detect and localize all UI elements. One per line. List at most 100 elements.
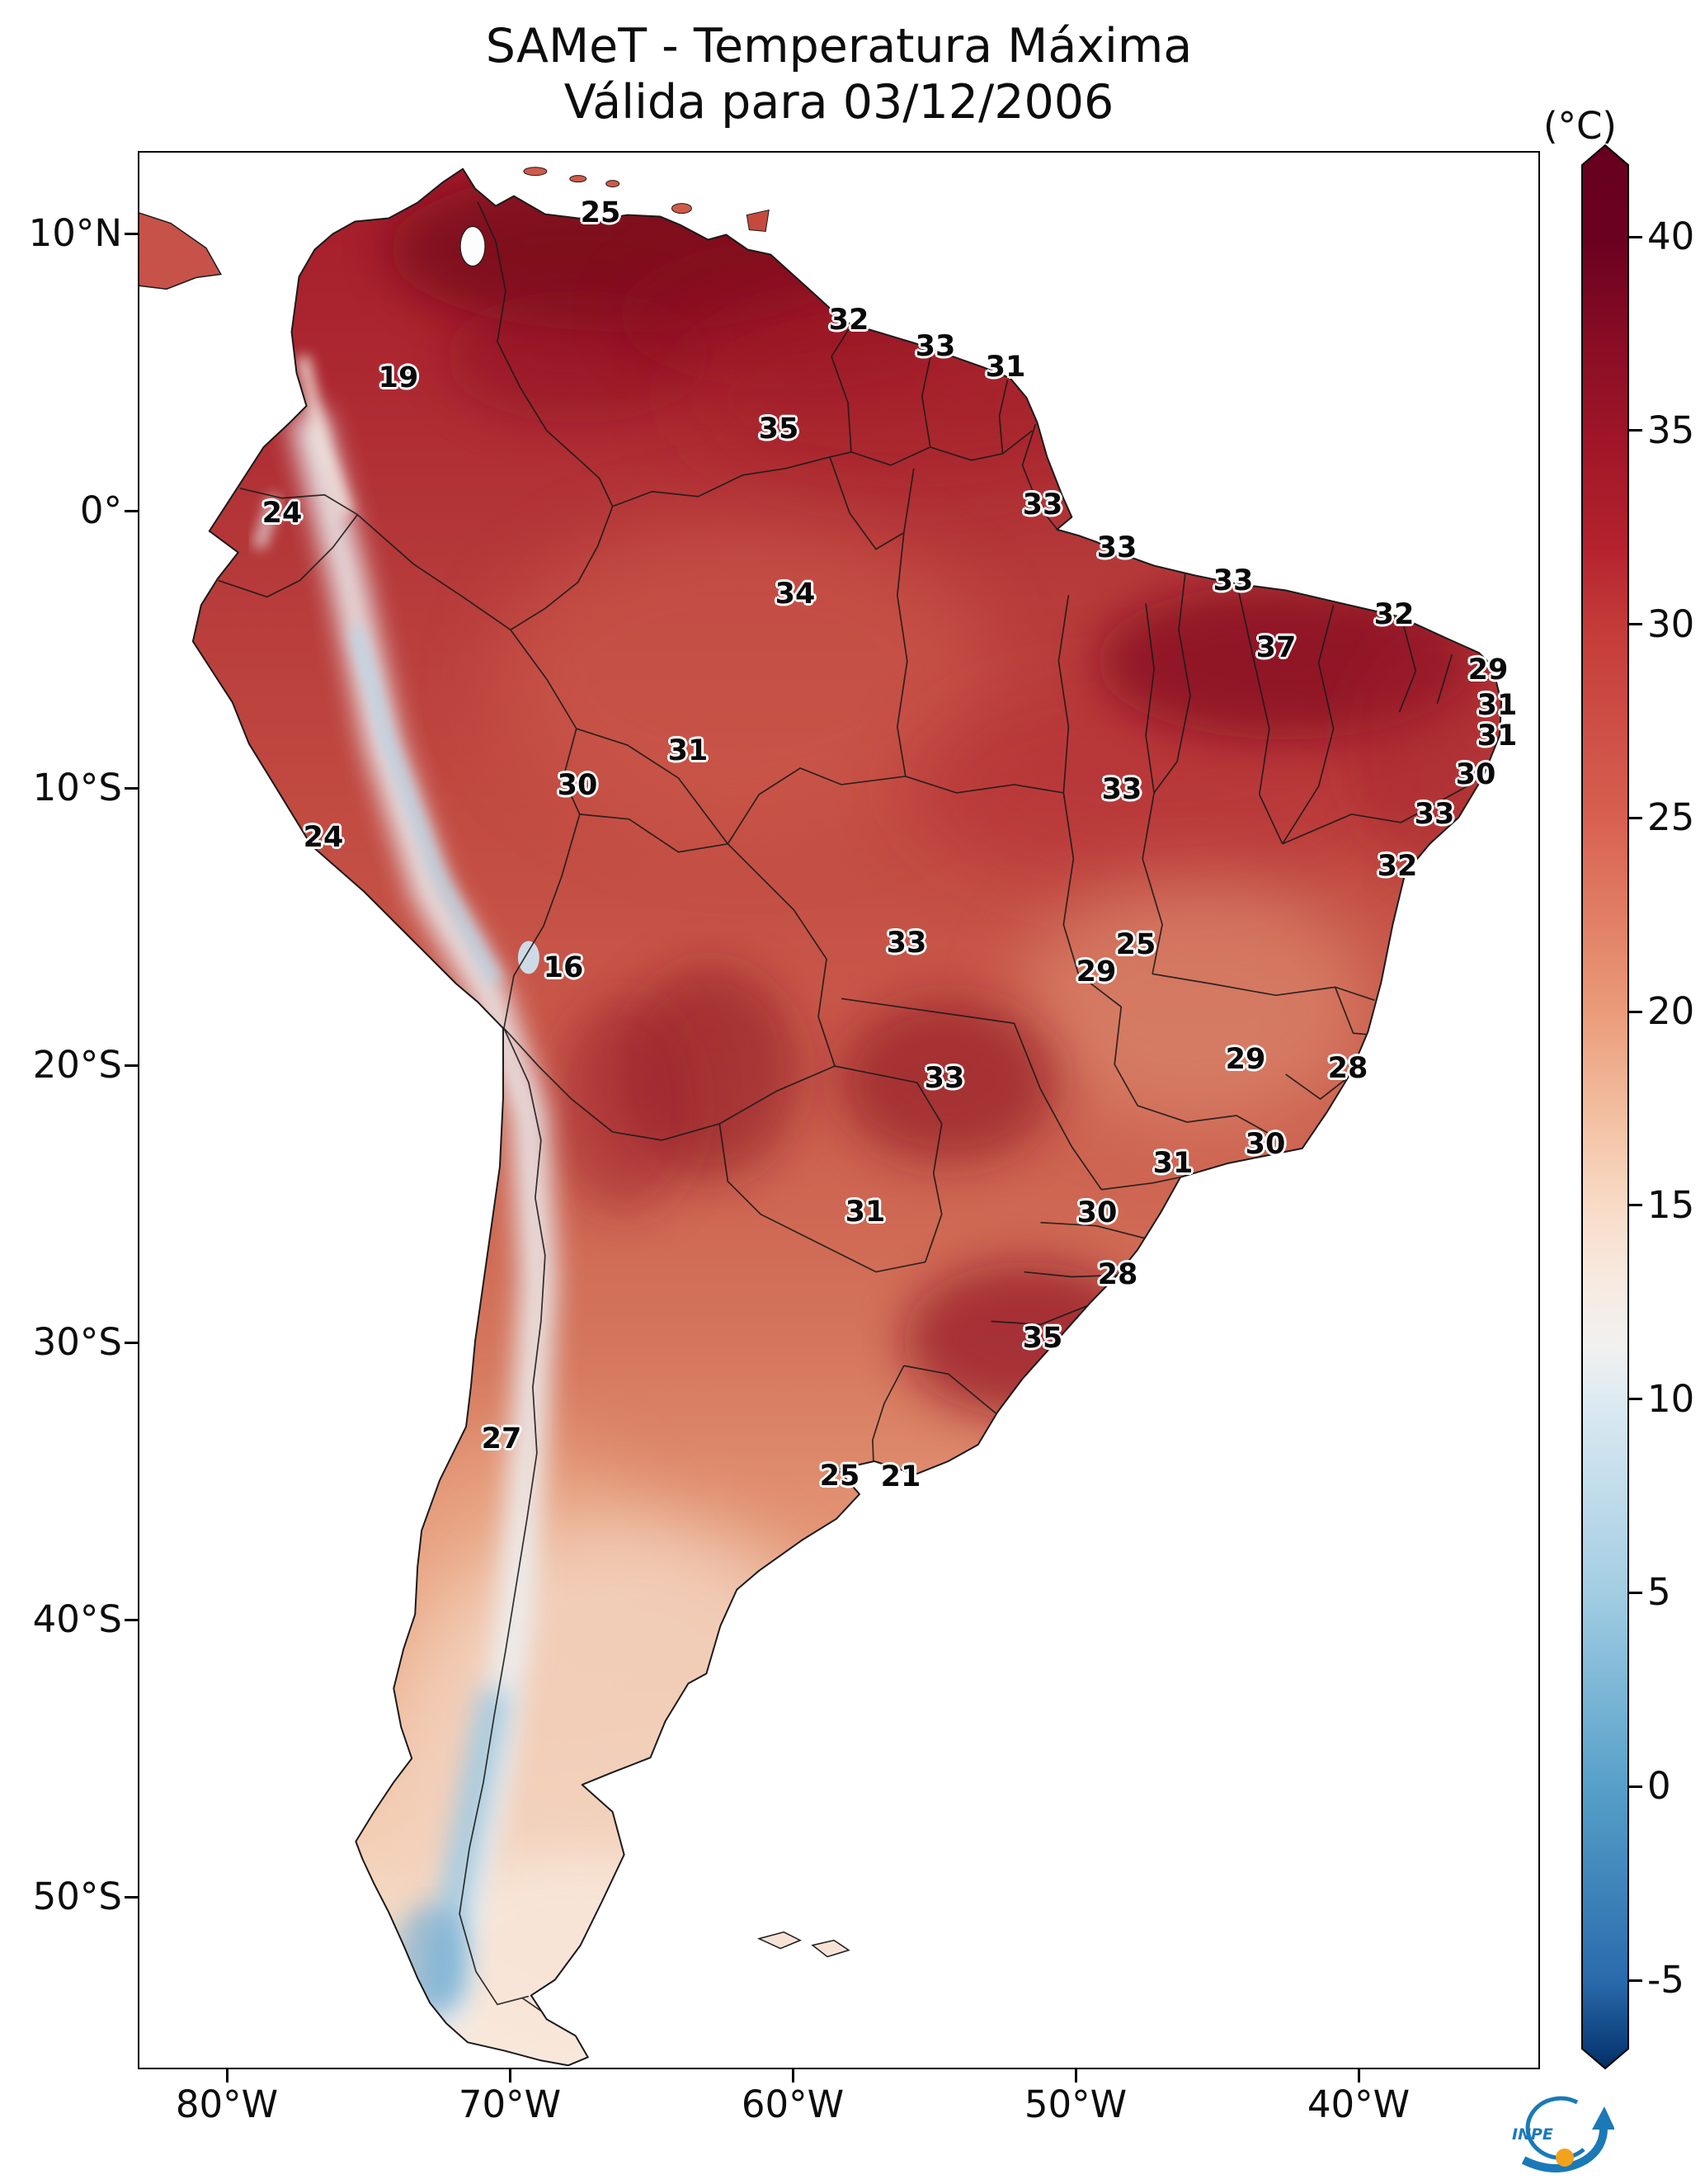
colorbar-tick-label: 35 [1647,408,1695,452]
colorbar-tick-label: 10 [1647,1376,1695,1421]
station-temperature-label: 31 [1477,689,1518,722]
longitude-tick-label: 40°W [1307,2083,1411,2126]
colorbar-tick-mark [1629,623,1642,626]
colorbar-tick-mark [1629,816,1642,819]
latitude-tick-label: 30°S [32,1320,122,1364]
colorbar-tick-label: 20 [1647,989,1695,1034]
station-temperature-label: 29 [1467,653,1509,686]
longitude-tick-mark [1358,2069,1360,2083]
colorbar-tick-label: 25 [1647,795,1695,840]
station-temperature-label: 31 [1477,719,1518,752]
station-temperature-label: 30 [1076,1196,1118,1229]
lake-maracaibo [459,225,486,267]
colorbar-tick-mark [1629,1979,1642,1982]
latitude-tick-mark [125,233,138,235]
station-temperature-label: 31 [667,734,709,767]
station-temperature-label: 19 [378,361,419,394]
latitude-tick-label: 20°S [32,1043,122,1087]
country-and-state-borders [218,201,1474,2045]
colorbar-tick-mark [1629,1591,1642,1594]
colorbar-tick-mark [1629,1010,1642,1013]
latitude-tick-mark [125,510,138,512]
inpe-logo: INPE [1499,2082,1615,2182]
latitude-tick-label: 0° [79,488,122,532]
station-temperature-label: 28 [1097,1258,1138,1291]
station-temperature-label: 24 [261,497,303,530]
colorbar-tick-mark [1629,235,1642,238]
station-temperature-label: 30 [1245,1128,1286,1161]
station-temperature-label: 24 [303,821,344,854]
logo-orange-dot [1556,2149,1574,2167]
station-temperature-label: 33 [1096,531,1137,564]
longitude-tick-label: 80°W [175,2083,279,2126]
station-temperature-label: 35 [1022,1322,1063,1355]
station-temperature-label: 33 [924,1062,965,1095]
colorbar-tick-label: 5 [1647,1570,1671,1615]
longitude-tick-label: 50°W [1024,2083,1128,2126]
longitude-tick-mark [226,2069,228,2083]
station-temperature-label: 32 [1377,850,1418,883]
colorbar-tick-label: 30 [1647,601,1695,646]
station-temperature-label: 31 [1152,1147,1194,1180]
station-temperature-label: 32 [828,304,869,337]
longitude-tick-mark [509,2069,511,2083]
station-temperature-label: 29 [1076,955,1117,988]
station-temperature-label: 35 [758,413,799,446]
latitude-tick-mark [125,1619,138,1621]
title-line2: Válida para 03/12/2006 [563,75,1114,130]
latitude-tick-mark [125,1342,138,1344]
latitude-tick-label: 50°S [32,1875,122,1918]
station-temperature-label: 28 [1327,1052,1368,1085]
station-temperature-label: 31 [985,351,1026,384]
figure: SAMeT - Temperatura Máxima Válida para 0… [29,19,1695,2172]
colorbar-tick-label: -5 [1647,1958,1684,2002]
station-temperature-label: 33 [915,330,956,363]
longitude-tick-label: 70°W [458,2083,562,2126]
station-temperature-label: 30 [1455,758,1496,791]
colorbar-tick-label: 0 [1647,1764,1671,1809]
latitude-tick-label: 10°S [32,766,122,809]
longitude-tick-mark [792,2069,794,2083]
caribbean-islands [523,167,770,233]
station-temperature-label: 33 [1213,564,1254,597]
central-america-land [139,212,222,290]
station-temperature-label: 29 [1225,1043,1266,1076]
latitude-tick-mark [125,787,138,790]
colorbar [1581,144,1629,2069]
station-temperature-label: 21 [880,1460,921,1493]
station-temperature-label: 37 [1255,631,1297,664]
longitude-tick-label: 60°W [741,2083,845,2126]
latitude-tick-mark [125,1896,138,1899]
border-lines [218,201,1474,2045]
station-temperature-label: 33 [1414,798,1455,831]
colorbar-tick-label: 40 [1647,215,1695,258]
colorbar-tick-mark [1629,1785,1642,1788]
logo-arrow-head [1592,2106,1615,2130]
latitude-tick-label: 40°S [32,1597,122,1641]
colorbar-unit-label: (°C) [1543,104,1617,148]
station-temperature-label: 33 [1022,488,1063,521]
logo-text: INPE [1512,2125,1553,2144]
falkland-islands [757,1931,850,1958]
colorbar-tick-mark [1629,1204,1642,1207]
lake-titicaca [517,941,539,974]
station-temperature-label: 32 [1373,598,1415,631]
latitude-tick-mark [125,1064,138,1067]
longitude-tick-mark [1075,2069,1077,2083]
colorbar-tick-mark [1629,1398,1642,1401]
station-temperature-label: 16 [543,951,584,984]
colorbar-tick-mark [1629,429,1642,432]
map-plot-area: INPE [138,151,1615,2172]
colorbar-tick-label: 15 [1647,1182,1695,1227]
colorbar-gradient-bar [1581,144,1629,2069]
station-temperature-label: 25 [819,1460,860,1493]
station-temperature-label: 34 [775,578,816,611]
station-temperature-label: 31 [845,1196,886,1229]
station-temperature-label: 25 [580,196,621,229]
station-temperature-label: 25 [1115,928,1156,961]
station-temperature-label: 33 [1101,773,1142,806]
south-america-map [139,167,1503,2067]
station-temperature-label: 27 [481,1422,522,1455]
station-temperature-label: 30 [557,769,598,802]
title-line1: SAMeT - Temperatura Máxima [485,19,1193,73]
